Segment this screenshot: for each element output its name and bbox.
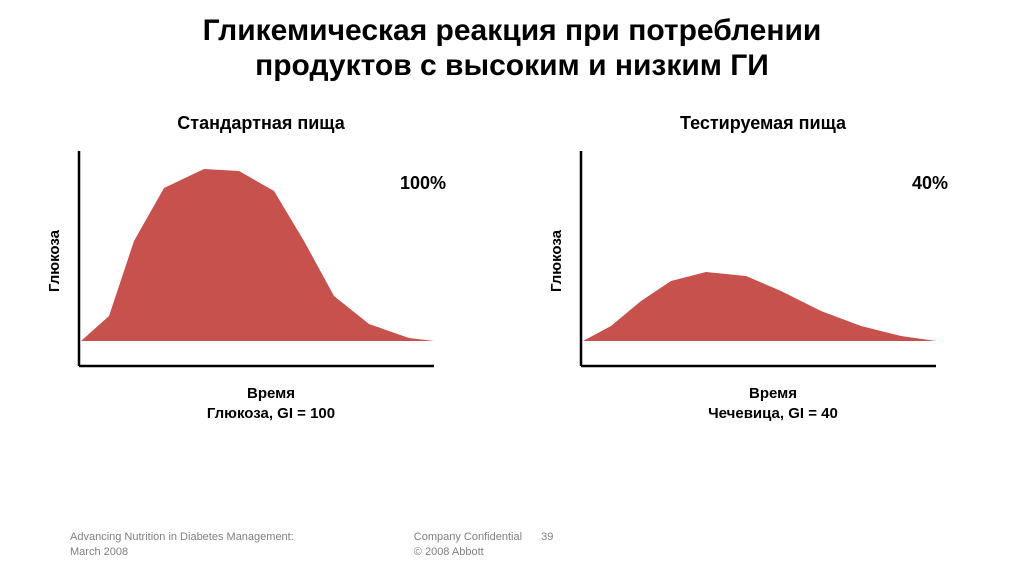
title-line-1: Гликемическая реакция при потреблении: [203, 14, 822, 47]
chart-right-ylabel: Глюкоза: [548, 230, 565, 292]
chart-right-sublabel: Чечевица, GI = 40: [708, 405, 838, 422]
footer-mid: Company Confidential 39 © 2008 Abbott: [414, 530, 554, 560]
chart-left-title: Стандартная пища: [46, 113, 476, 134]
chart-left-xlabel: Время: [247, 385, 295, 402]
chart-left-sublabel: Глюкоза, GI = 100: [207, 405, 335, 422]
chart-right-under: Время Чечевица, GI = 40: [568, 384, 978, 423]
chart-left: Стандартная пища 100% Глюкоза Время Глюк…: [46, 113, 476, 423]
chart-left-ylabel: Глюкоза: [46, 230, 63, 292]
footer-mid-line2: © 2008 Abbott: [414, 546, 484, 558]
chart-right: Тестируемая пища 40% Глюкоза Время Чечев…: [548, 113, 978, 423]
chart-right-plot: [571, 146, 941, 376]
charts-container: Стандартная пища 100% Глюкоза Время Глюк…: [0, 83, 1024, 423]
footer-left-line1: Advancing Nutrition in Diabetes Manageme…: [70, 531, 294, 543]
footer-mid-line1: Company Confidential: [414, 531, 522, 543]
footer: Advancing Nutrition in Diabetes Manageme…: [70, 530, 954, 560]
chart-left-plot: [69, 146, 439, 376]
page-title: Гликемическая реакция при потреблении пр…: [0, 0, 1024, 83]
footer-page: 39: [541, 531, 553, 543]
footer-left-line2: March 2008: [70, 546, 128, 558]
chart-left-under: Время Глюкоза, GI = 100: [66, 384, 476, 423]
footer-left: Advancing Nutrition in Diabetes Manageme…: [70, 530, 294, 560]
chart-right-xlabel: Время: [749, 385, 797, 402]
title-line-2: продуктов с высоким и низким ГИ: [255, 49, 769, 82]
chart-right-title: Тестируемая пища: [548, 113, 978, 134]
